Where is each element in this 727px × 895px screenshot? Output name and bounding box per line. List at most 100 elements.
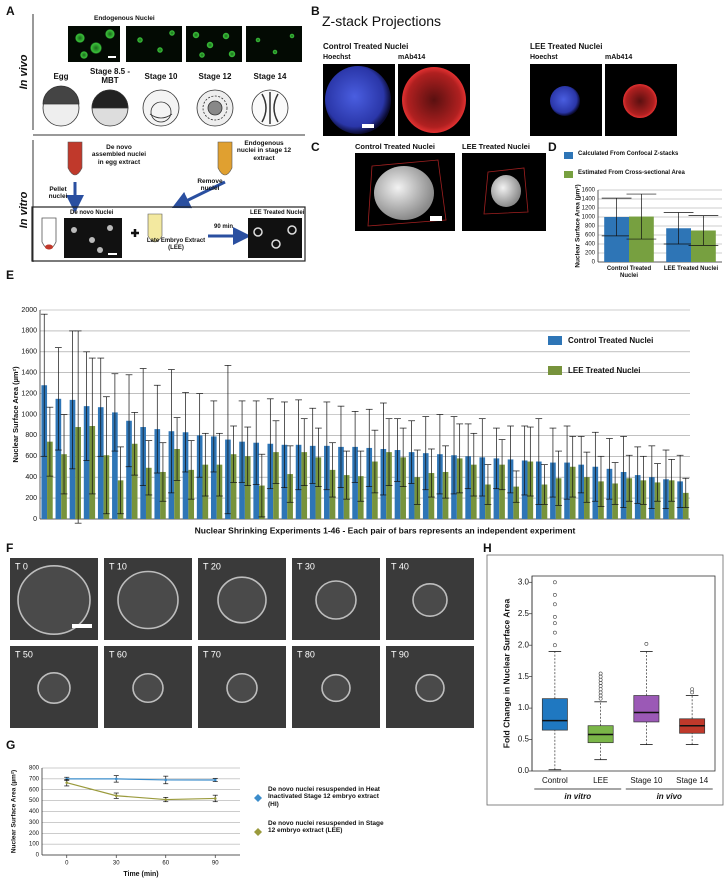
outlier [598, 671, 603, 676]
timepoint-label: T 40 [391, 561, 409, 571]
point [213, 778, 217, 782]
bar [55, 398, 62, 519]
x-axis-label: Nuclear Shrinking Experiments 1-46 - Eac… [195, 525, 576, 535]
timepoint-label: T 70 [203, 649, 221, 659]
y-tick-label: 1200 [21, 390, 37, 397]
y-tick-label: 600 [25, 453, 37, 460]
y-tick-label: 0.0 [518, 766, 530, 775]
caption: Endogenous nuclei in stage 12 extract [236, 140, 292, 162]
stage-label: Stage 8.5 - MBT [89, 67, 130, 86]
x-tick-label: 0 [65, 861, 69, 867]
bar [394, 450, 401, 519]
group-label: in vivo [657, 792, 682, 801]
panel-c-images [355, 153, 546, 231]
bar [131, 443, 138, 519]
bar [83, 406, 90, 519]
outlier [552, 621, 557, 626]
point [65, 781, 69, 784]
x-tick-label: 90 [212, 861, 219, 867]
timepoint-label: T 20 [203, 561, 221, 571]
y-tick-label: 2.0 [518, 640, 530, 649]
panel-h-frame [486, 554, 724, 806]
nucleus [17, 564, 91, 635]
nucleus [315, 580, 357, 620]
panel-label: A [6, 4, 15, 18]
timepoint-label: T 50 [15, 649, 33, 659]
panel-label: E [6, 268, 15, 282]
y-tick-label: 1600 [582, 188, 596, 194]
x-tick-label: Control Treated Nuclei [606, 266, 652, 279]
bar [400, 457, 406, 519]
legend-swatch [564, 152, 573, 159]
nucleus [217, 576, 267, 624]
bar [352, 446, 358, 519]
nucleus [226, 672, 258, 704]
outlier [552, 614, 557, 619]
y-axis-label: Nuclear Surface Area (µm²) [11, 770, 18, 853]
y-tick-label: 1200 [582, 206, 596, 212]
y-axis-label: Fold Change in Nuclear Surface Area [501, 599, 511, 749]
y-tick-label: 2.5 [518, 609, 530, 618]
x-tick-label: 60 [162, 861, 169, 867]
panel-label: H [483, 541, 492, 555]
y-tick-label: 600 [585, 233, 596, 239]
scale-bar [72, 624, 92, 628]
y-tick-label: 200 [29, 831, 40, 837]
y-tick-label: 1800 [21, 328, 37, 335]
panel-a-graphics: In vivo In vitro [18, 14, 306, 262]
point [164, 778, 168, 782]
bar [408, 452, 415, 519]
y-tick-label: 800 [25, 432, 37, 439]
outlier [552, 602, 557, 607]
panel-label: B [311, 4, 320, 18]
bar [244, 456, 251, 519]
y-tick-label: 1.0 [518, 703, 530, 712]
nucleus [321, 673, 351, 703]
y-tick-label: 1000 [582, 215, 596, 221]
legend-label: Calculated From Confocal Z-stacks [578, 151, 679, 157]
legend-label: LEE Treated Nuclei [568, 366, 640, 375]
y-tick-label: 800 [29, 766, 40, 772]
bar [210, 436, 217, 519]
x-axis-label: Time (min) [123, 871, 158, 878]
in-vitro-label: In vitro [18, 191, 30, 228]
legend-marker [254, 828, 262, 836]
legend-label: De novo nuclei resuspended in Stage 12 e… [268, 820, 384, 835]
stage-label: Stage 12 [198, 72, 232, 81]
y-tick-label: 0.5 [518, 735, 530, 744]
nucleus [37, 671, 71, 704]
nucleus [132, 672, 164, 704]
bar [273, 452, 279, 519]
y-tick-label: 1600 [21, 349, 37, 356]
legend-label: Control Treated Nuclei [568, 336, 653, 345]
caption: Pellet nuclei [48, 186, 68, 201]
outlier [598, 684, 603, 688]
x-tick-label: LEE [593, 776, 608, 785]
x-tick-label: LEE Treated Nuclei [663, 266, 719, 272]
point [114, 777, 118, 781]
x-tick-label: 30 [113, 861, 120, 867]
y-tick-label: 1400 [21, 370, 37, 377]
x-tick-label: Stage 10 [630, 776, 663, 785]
tubes-and-arrows [31, 141, 306, 262]
caption: Late Embryo Extract (LEE) [146, 238, 206, 251]
point [164, 798, 168, 801]
outlier [690, 687, 695, 692]
y-tick-label: 600 [29, 787, 40, 793]
nucleus [117, 570, 179, 630]
y-axis-label: Nuclear Surface Area (µm²) [11, 366, 20, 463]
timepoint-label: T 80 [297, 649, 315, 659]
legend-label: Estimated From Cross-sectional Area [578, 170, 685, 176]
legend-label: De novo nuclei resuspended in Heat Inact… [268, 786, 380, 808]
panel-label: C [311, 140, 320, 154]
y-tick-label: 700 [29, 776, 40, 782]
panel-label: F [6, 541, 14, 555]
stain-label: Hoechst [323, 54, 351, 61]
x-tick-label: Control [542, 776, 568, 785]
nucleus [412, 583, 448, 617]
legend-swatch [548, 336, 562, 345]
outlier [552, 580, 557, 585]
embryo-drawings [42, 85, 289, 127]
y-tick-label: 0 [36, 853, 40, 859]
